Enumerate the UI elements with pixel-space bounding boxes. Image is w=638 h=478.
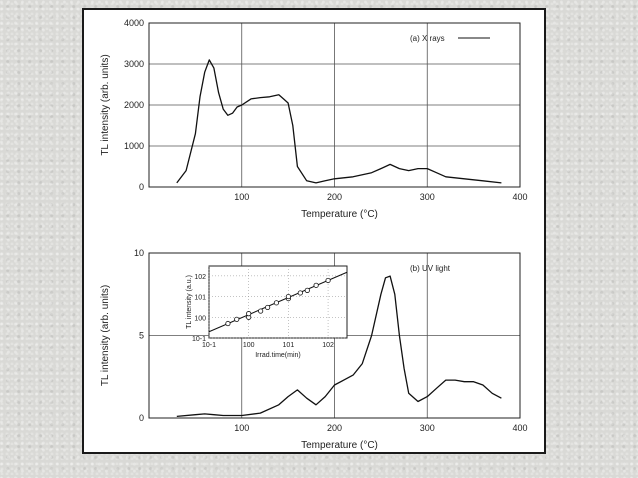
bottom-y-tick-label: 0 [139,413,144,423]
bottom-series-label: (b) UV light [410,264,451,273]
inset-data-point [265,304,271,311]
bottom-y-axis-label: TL intensity (arb. units) [100,285,111,386]
bottom-chart: 100 200 300 400 0 5 10 Temperature (°C) TL inten… [100,248,528,451]
bottom-x-tick-label: 300 [420,423,435,433]
inset-data-point [304,287,310,293]
top-chart: 100 200 300 40001000200030004000Temperature… [100,18,528,220]
bottom-x-axis-label: Temperature (°C) [301,440,378,451]
top-x-tick-label: 100 [234,192,249,202]
inset-data-point [273,300,280,306]
top-plot-frame [148,22,521,188]
inset-y-tick-label: 10-1 [192,336,206,343]
inset-y-tick-label: 100 [194,315,206,322]
top-x-tick-label: 200 [327,192,342,202]
top-y-tick-label: 3000 [124,59,144,69]
bottom-y-tick-label: 5 [139,331,144,341]
inset-y-tick-label: 102 [194,274,206,281]
bottom-x-tick-label: 400 [512,423,527,433]
inset-x-axis-label: Irrad.time(min) [255,352,301,359]
bottom-series-line [176,275,502,418]
inset-x-tick-label: 10-1 [202,342,216,349]
top-x-tick-label: 300 [420,192,435,202]
inset-x-tick-label: 101 [283,342,295,349]
top-y-tick-label: 2000 [124,100,144,110]
inset-data-point [297,290,303,296]
inset-y-tick-label: 101 [194,295,206,302]
inset-data-point [225,320,231,327]
top-x-axis-label: Temperature (°C) [301,209,378,220]
top-y-axis-label: TL intensity (arb. units) [100,54,111,155]
inset-data-point [234,316,240,322]
top-x-tick-label: 400 [512,192,527,202]
inset-x-tick-label: 102 [322,342,334,349]
top-y-tick-label: 4000 [124,18,144,28]
inset-data-point [246,311,252,317]
bottom-y-tick-label: 10 [134,248,144,258]
inset-data-point [258,308,264,314]
inset-y-axis-label: TL intensity (a.u.) [186,275,193,329]
top-series-label: (a) X rays [410,34,445,43]
bottom-x-tick-label: 200 [327,423,342,433]
top-y-tick-label: 1000 [124,141,144,151]
bottom-plot-frame [148,252,521,419]
top-series-line [176,59,502,184]
bottom-x-tick-label: 100 [234,423,249,433]
inset-x-tick-label: 100 [243,342,255,349]
figure-svg: 100 200 300 40001000200030004000Temperature… [100,18,528,451]
figure-panel: 100 200 300 400 0 1000 2000 3000 4000 Temperature… [82,8,546,454]
inset-chart: 10-1 100 101 102 10-1 100 101 102 Irrad.time(min… [186,265,348,359]
inset-data-point [313,282,319,288]
inset-data-point [285,293,291,300]
top-y-tick-label: 0 [139,182,144,192]
inset-data-point [325,277,331,284]
